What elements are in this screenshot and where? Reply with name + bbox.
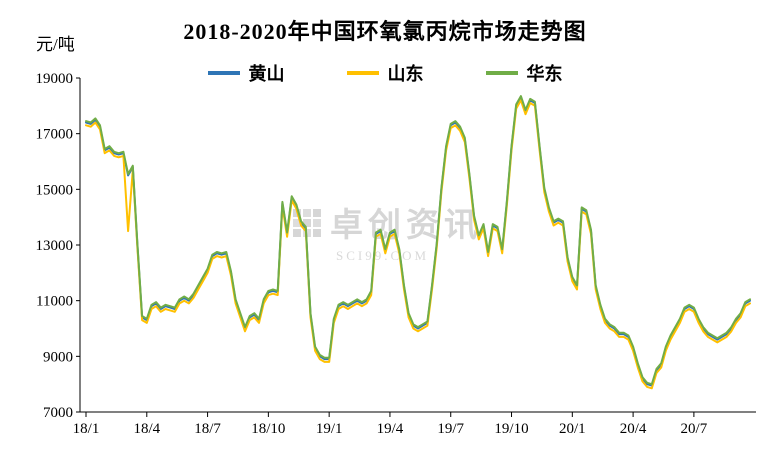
x-tick-label: 19/10	[494, 421, 528, 437]
series-lines	[85, 95, 751, 390]
x-tick-label: 19/4	[377, 421, 404, 437]
legend-label-huadong: 华东	[526, 64, 563, 84]
x-tick-label: 18/10	[251, 421, 285, 437]
y-tick-label: 17000	[36, 127, 74, 143]
legend-item-shandong: 山东	[346, 60, 424, 86]
x-tick-label: 20/4	[620, 421, 647, 437]
series-line-shandong	[85, 99, 751, 390]
x-tick-label: 19/7	[437, 421, 464, 437]
x-tick-label: 18/7	[194, 421, 221, 437]
x-tick-label: 18/1	[73, 421, 100, 437]
y-tick-label: 15000	[36, 182, 74, 198]
y-tick-label: 9000	[43, 349, 73, 365]
y-axis-unit-label: 元/吨	[36, 35, 75, 54]
y-tick-label: 13000	[36, 238, 74, 254]
y-tick-label: 19000	[36, 71, 74, 87]
legend-line-swatch-shandong	[346, 71, 379, 75]
legend: 黄山 山东 华东	[0, 60, 770, 86]
legend-line-swatch-huadong	[485, 71, 518, 75]
legend-item-huangshan: 黄山	[207, 60, 285, 86]
series-line-huadong	[85, 95, 751, 386]
x-tick-label: 20/7	[681, 421, 708, 437]
legend-line-swatch-huangshan	[207, 71, 240, 75]
chart-title: 2018-2020年中国环氧氯丙烷市场走势图	[183, 19, 587, 44]
legend-label-huangshan: 黄山	[248, 64, 285, 84]
x-tick-label: 20/1	[559, 421, 586, 437]
y-tick-label: 7000	[43, 405, 73, 421]
legend-label-shandong: 山东	[387, 64, 424, 84]
y-tick-label: 11000	[36, 294, 73, 310]
legend-item-huadong: 华东	[485, 60, 563, 86]
x-tick-label: 19/1	[316, 421, 343, 437]
series-line-huangshan	[85, 96, 751, 387]
x-tick-label: 18/4	[133, 421, 160, 437]
